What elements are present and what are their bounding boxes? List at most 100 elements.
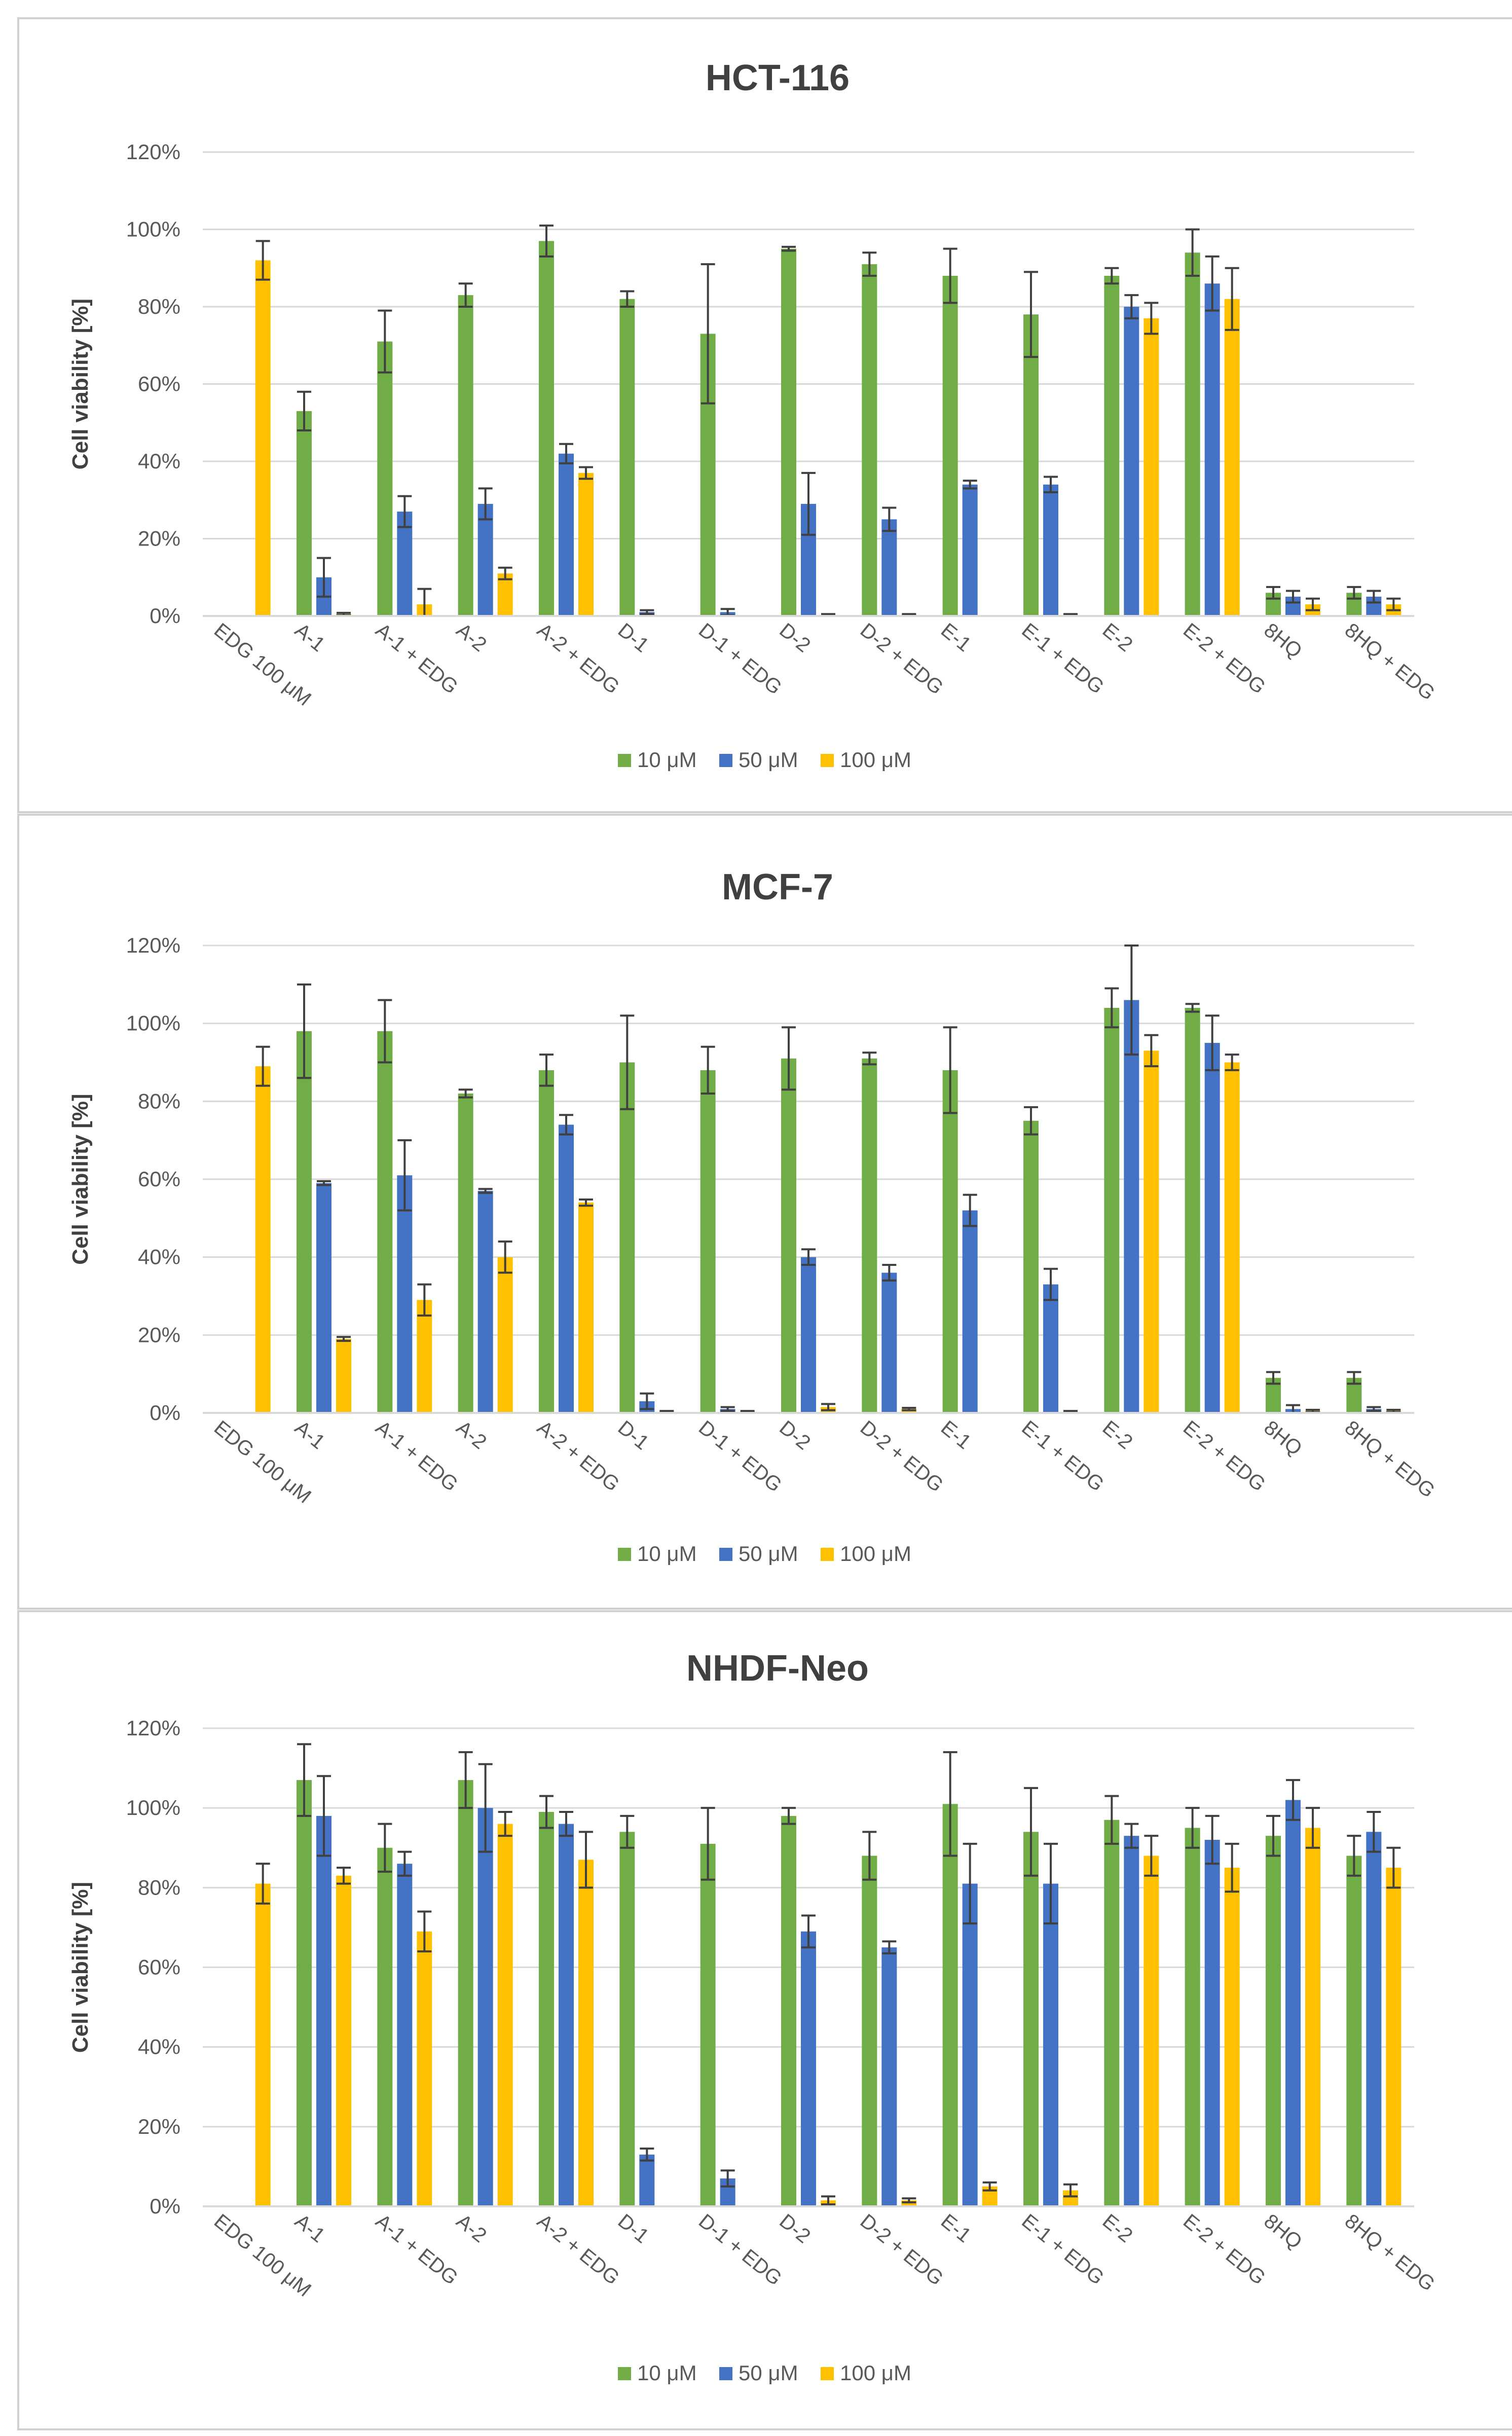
error-bar-50M-4 (559, 1114, 573, 1136)
bar-10M-12 (1185, 1007, 1200, 1413)
chart-panel-mcf7: MCF-7 Cell viability [%] 0% 20% 40% 60% 80% 100… (17, 814, 1512, 1610)
bar-10M-1 (297, 1031, 312, 1413)
error-bar-100M-8 (902, 2197, 916, 2204)
error-bar-100M-2 (417, 1910, 432, 1953)
bar-100M-3 (497, 1824, 513, 2206)
bar-100M-3 (497, 1257, 513, 1413)
error-bar-10M-7 (782, 1026, 796, 1091)
error-bar-10M-1 (297, 983, 311, 1079)
y-tick-label: 120% (126, 1716, 180, 1740)
x-tick-label: A-1 (290, 619, 329, 656)
y-axis-label: Cell viability [%] (68, 299, 93, 469)
error-bar-50M-13 (1286, 590, 1300, 604)
bar-50M-1 (316, 1183, 331, 1413)
error-bar-10M-12 (1185, 1807, 1200, 1849)
bar-100M-2 (417, 1931, 432, 2206)
y-tick-label: 0% (150, 2194, 180, 2218)
x-tick-label: D-2 + EDG (856, 619, 948, 699)
legend-label: 50 μM (739, 1542, 798, 1566)
bar-10M-7 (781, 1815, 796, 2206)
bar-100M-11 (1144, 1050, 1159, 1413)
x-tick-label: D-1 + EDG (694, 619, 786, 699)
error-bar-50M-4 (559, 1811, 573, 1837)
bar-50M-12 (1204, 1043, 1220, 1413)
bar-100M-14 (1386, 1868, 1402, 2206)
error-bar-10M-6 (700, 263, 715, 405)
y-tick-label: 80% (138, 1089, 180, 1113)
error-bar-50M-7 (801, 471, 816, 536)
bar-10M-8 (862, 1856, 877, 2206)
legend-label: 10 μM (637, 2361, 697, 2385)
error-bar-10M-8 (862, 251, 877, 277)
chart-hct116: HCT-116 Cell viability [%] 0% 20% 40% 60% 80% 1… (68, 58, 1439, 772)
bar-10M-3 (458, 295, 473, 616)
x-tick-label: D-1 (614, 1416, 653, 1455)
error-bar-100M-9 (982, 2181, 997, 2192)
error-bar-100M-11 (1144, 302, 1159, 335)
bar-10M-9 (942, 1804, 958, 2206)
bar-100M-12 (1224, 1868, 1240, 2206)
error-bar-100M-0 (255, 1045, 270, 1087)
bar-10M-9 (942, 276, 958, 616)
error-bar-50M-8 (882, 506, 897, 532)
x-tick-label: 8HQ (1260, 2210, 1306, 2253)
error-bar-50M-11 (1124, 294, 1139, 319)
error-bar-10M-5 (620, 1014, 635, 1110)
bar-10M-4 (539, 1812, 554, 2206)
x-tick-label: E-2 + EDG (1179, 2210, 1270, 2289)
x-tick-label: A-1 + EDG (372, 2210, 462, 2289)
bar-10M-11 (1104, 1007, 1120, 1413)
y-tick-label: 40% (138, 2035, 180, 2059)
error-bar-100M-0 (255, 1863, 270, 1905)
bar-50M-9 (962, 1883, 978, 2206)
bar-50M-7 (801, 1931, 816, 2206)
legend-label: 50 μM (739, 2361, 798, 2385)
error-bar-10M-2 (378, 1823, 392, 1873)
error-bar-100M-4 (579, 466, 593, 480)
bar-50M-8 (881, 519, 897, 616)
x-tick-label: 8HQ + EDG (1341, 2210, 1439, 2296)
bar-10M-11 (1104, 276, 1120, 616)
x-tick-label: E-2 (1098, 2210, 1137, 2247)
error-bar-50M-14 (1367, 590, 1381, 604)
error-bar-100M-7 (821, 2195, 835, 2206)
bar-50M-10 (1043, 1883, 1058, 2206)
bar-50M-8 (881, 1947, 897, 2206)
bar-50M-3 (477, 1808, 493, 2206)
legend-item: 50 μM (719, 2361, 798, 2385)
bar-10M-2 (377, 1847, 393, 2206)
legend-swatch (821, 2367, 834, 2380)
x-tick-label: D-2 + EDG (856, 2210, 948, 2290)
error-bar-50M-14 (1367, 1811, 1381, 1853)
legend-item: 10 μM (618, 2361, 697, 2385)
error-bar-50M-10 (1044, 1267, 1058, 1301)
error-bar-50M-5 (640, 2148, 654, 2162)
y-tick-label: 80% (138, 1875, 180, 1899)
legend-item: 50 μM (719, 748, 798, 772)
bar-50M-9 (962, 484, 978, 616)
x-tick-label: A-1 + EDG (372, 1416, 462, 1496)
error-bar-50M-6 (720, 2169, 735, 2188)
error-bar-10M-5 (620, 290, 635, 308)
error-bar-100M-8 (902, 1407, 916, 1411)
legend-swatch (821, 754, 834, 767)
bar-100M-3 (497, 573, 513, 616)
error-bar-10M-6 (700, 1045, 715, 1095)
x-tick-label: E-2 (1098, 1416, 1137, 1453)
bar-100M-13 (1305, 1828, 1320, 2206)
error-bar-100M-13 (1306, 597, 1320, 611)
x-tick-label: E-2 (1098, 619, 1137, 656)
legend-item: 100 μM (821, 748, 911, 772)
y-tick-label: 40% (138, 449, 180, 473)
error-bar-10M-13 (1266, 1814, 1280, 1857)
bar-10M-2 (377, 341, 393, 616)
error-bar-10M-14 (1347, 586, 1361, 600)
x-tick-label: D-2 (775, 1416, 815, 1455)
error-bar-10M-4 (539, 1795, 554, 1829)
bar-50M-12 (1204, 1840, 1220, 2206)
legend-label: 10 μM (637, 1542, 697, 1566)
legend-label: 50 μM (739, 748, 798, 772)
bar-100M-11 (1144, 1856, 1159, 2206)
legend-swatch (618, 754, 631, 767)
error-bar-100M-2 (417, 1283, 432, 1317)
